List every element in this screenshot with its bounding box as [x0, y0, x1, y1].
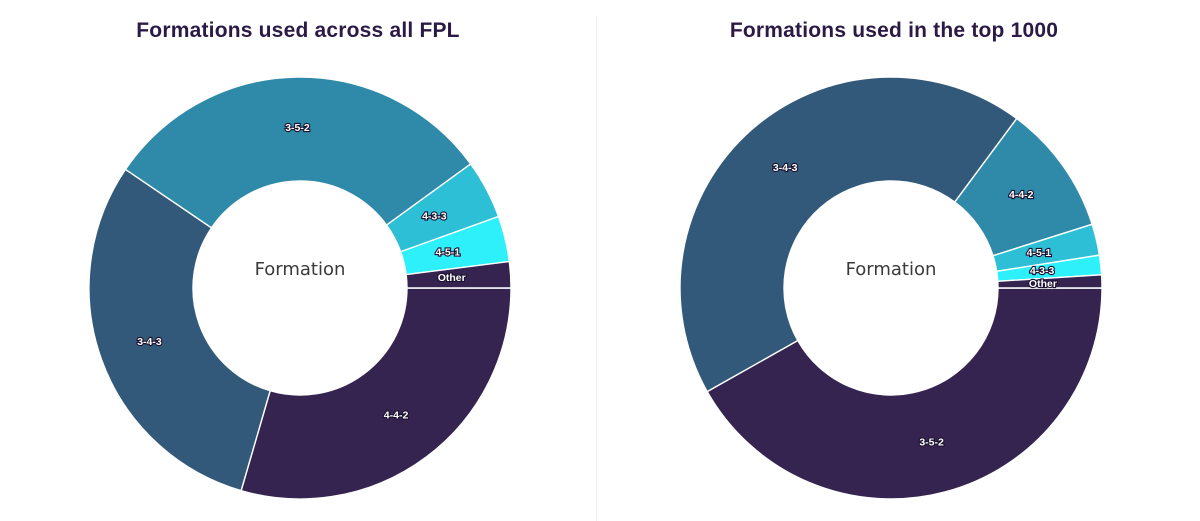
- slice-label-4-5-1: 4-5-1: [1027, 247, 1052, 259]
- slice-label-3-4-3: 3-4-3: [773, 162, 798, 174]
- slice-3-4-3[interactable]: [88, 168, 272, 492]
- slice-label-3-4-3: 3-4-3: [137, 336, 162, 348]
- center-label: Formation: [846, 259, 937, 280]
- slice-label-4-3-3: 4-3-3: [422, 211, 447, 223]
- slice-3-4-3[interactable]: [679, 76, 1018, 393]
- slice-label-3-5-2: 3-5-2: [285, 122, 310, 134]
- slice-label-4-4-2: 4-4-2: [384, 410, 409, 422]
- slice-3-5-2[interactable]: [706, 287, 1103, 500]
- slice-other[interactable]: [997, 274, 1103, 289]
- slice-label-4-3-3: 4-3-3: [1030, 265, 1055, 277]
- chart-title: Formations used across all FPL: [136, 19, 460, 42]
- center-label: Formation: [255, 259, 346, 280]
- slice-label-other: Other: [438, 272, 466, 284]
- chart-panel-all-fpl: Formations used across all FPL 4-4-2 3-4-…: [0, 0, 596, 521]
- slice-3-5-2[interactable]: [124, 76, 472, 229]
- slice-label-4-4-2: 4-4-2: [1009, 189, 1034, 201]
- chart-panel-top-1000: Formations used in the top 1000 3-5-2 3-4…: [596, 0, 1192, 521]
- donut-chart: 4-4-2 3-4-3 3-5-2 4-3-3 4-5-1 Other Formation: [88, 76, 512, 500]
- slice-label-4-5-1: 4-5-1: [436, 246, 461, 258]
- slice-label-other: Other: [1029, 278, 1057, 290]
- slice-label-3-5-2: 3-5-2: [919, 437, 944, 449]
- slice-other[interactable]: [405, 260, 512, 289]
- slice-4-4-2[interactable]: [240, 287, 512, 500]
- panel-divider: [596, 16, 597, 521]
- chart-title: Formations used in the top 1000: [729, 19, 1059, 42]
